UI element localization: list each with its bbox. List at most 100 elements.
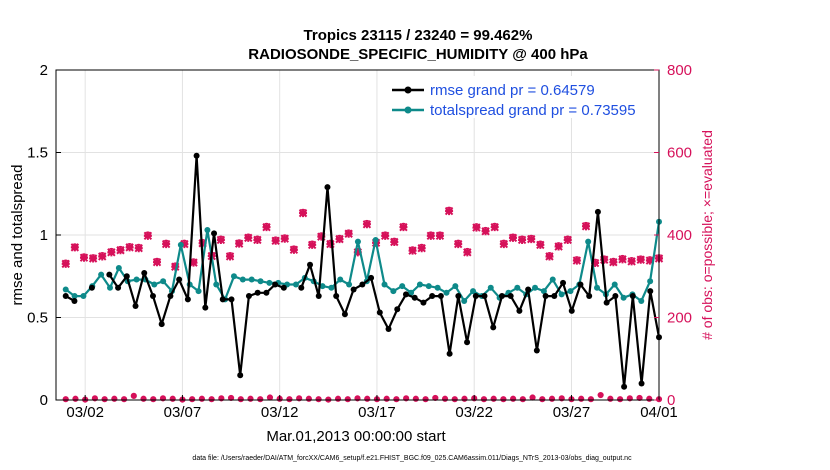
rmse-point [464,339,471,346]
rmse-point [350,286,357,293]
obs-evaluated-marker [517,235,527,245]
y-axis-label: rmse and totalspread [9,165,26,306]
obs-evaluated-marker [499,239,509,249]
obs-evaluated-marker [554,242,563,251]
rmse-point [594,208,601,215]
rmse-point [525,286,532,293]
y-tick-label: 1.5 [27,145,48,162]
totalspread-point [594,284,601,291]
rmse-point [158,321,165,328]
obs-low-count-marker [412,395,419,402]
obs-evaluated-marker [234,239,244,248]
rmse-point [490,324,497,331]
rmse-point [638,380,645,387]
totalspread-point [532,284,539,291]
obs-evaluated-marker [61,259,70,269]
rmse-point [272,281,279,288]
obs-evaluated-marker [171,262,180,271]
y-right-tick-label: 200 [667,310,692,327]
obs-evaluated-marker [180,239,189,249]
obs-low-count-marker [607,395,614,402]
obs-evaluated-marker [253,235,262,245]
totalspread-point [381,281,388,288]
rmse-point [228,296,235,303]
rmse-point [551,293,558,300]
obs-low-count-marker [286,396,293,403]
obs-evaluated-marker [307,240,317,250]
obs-evaluated-marker [453,239,463,249]
obs-low-count-marker [364,395,371,402]
obs-low-count-marker [198,395,205,402]
rmse-point [254,289,261,296]
obs-evaluated-marker [317,232,326,241]
obs-low-count-marker [578,395,585,402]
obs-low-count-marker [140,395,147,402]
obs-evaluated-marker [636,255,645,264]
obs-low-count-marker [383,395,390,402]
rmse-point [472,293,479,300]
rmse-point [411,294,418,301]
rmse-point [263,289,270,296]
obs-evaluated-marker [645,256,655,265]
totalspread-point [248,276,255,283]
rmse-point [402,291,409,298]
obs-low-count-marker [315,396,322,403]
legend-rmse-label: rmse grand pr = 0.64579 [430,82,595,99]
totalspread-point [71,293,78,300]
rmse-point [237,372,244,379]
rmse-point [603,299,610,306]
obs-evaluated-marker [618,255,627,264]
obs-evaluated-marker [244,233,253,243]
obs-evaluated-marker [189,258,198,267]
y-axis-label-right: # of obs: o=possible; ×=evaluated [699,130,715,340]
rmse-point [245,293,252,300]
y-tick-label: 0 [40,392,48,409]
obs-low-count-marker [519,396,526,403]
obs-evaluated-marker [280,234,289,243]
rmse-point [176,276,183,283]
obs-evaluated-marker [609,258,618,267]
obs-low-count-marker [597,391,604,399]
totalspread-point [328,284,335,291]
obs-evaluated-marker [107,248,116,257]
totalspread-point [452,283,459,290]
rmse-point [481,293,488,300]
obs-evaluated-marker [590,258,600,268]
obs-low-count-marker [334,395,342,402]
rmse-point [71,298,78,304]
obs-evaluated-marker [161,239,171,249]
obs-low-count-marker [500,396,507,403]
series-layer [62,152,662,390]
totalspread-point [177,241,184,248]
obs-low-count-marker [548,395,556,402]
obs-low-count-marker [587,396,595,403]
totalspread-point [292,281,299,288]
obs-evaluated-marker [289,245,299,255]
obs-evaluated-marker [536,240,545,250]
obs-evaluated-marker [527,234,536,244]
rmse-point [507,293,514,300]
obs-low-count-marker [247,395,254,402]
rmse-line [65,154,661,388]
legend-box [386,76,654,118]
obs-low-count-marker [237,396,244,403]
obs-low-count-marker [150,396,157,403]
rmse-point [123,273,130,280]
obs-evaluated-marker [380,231,390,241]
totalspread-point [540,288,547,295]
totalspread-point [558,291,565,298]
legend-rmse-marker [404,86,412,94]
rmse-point [577,281,584,288]
rmse-point [568,307,575,314]
totalspread-point [461,298,468,304]
obs-low-count-marker [441,395,449,402]
x-tick-label: 03/22 [455,404,493,421]
totalspread-point [434,284,441,291]
obs-low-count-marker [529,394,536,401]
obs-low-count-marker [130,392,137,399]
obs-evaluated-marker [143,231,153,241]
totalspread-point [266,279,273,286]
rmse-point [333,293,340,300]
tick-layer: 03/02 03/07 03/12 03/17 03/22 03/27 04/0100.51… [27,62,692,421]
obs-low-count-marker [111,395,118,402]
